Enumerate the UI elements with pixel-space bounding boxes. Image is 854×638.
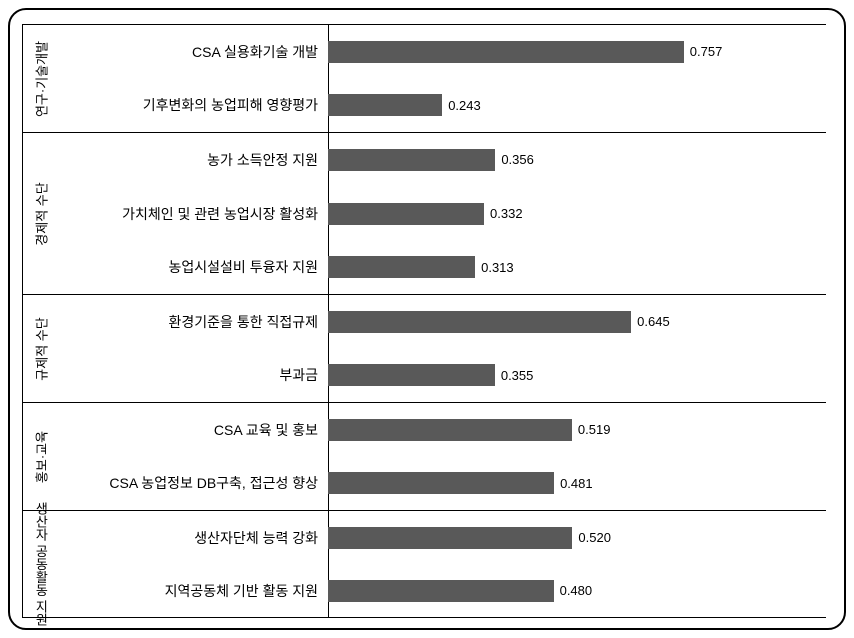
bar-row: 지역공동체 기반 활동 지원 0.480 bbox=[58, 564, 826, 617]
item-label: 기후변화의 농업피해 영향평가 bbox=[58, 95, 328, 115]
chart-body: 연구·기술개발 CSA 실용화기술 개발 0.757 기후변화의 농업피해 영향평가 0… bbox=[22, 24, 826, 618]
bar-track: 0.480 bbox=[328, 580, 826, 602]
item-label: CSA 실용화기술 개발 bbox=[58, 42, 328, 62]
bars-column: 환경기준을 통한 직접규제 0.645 부과금 0.355 bbox=[58, 294, 826, 402]
bar-track: 0.520 bbox=[328, 527, 826, 549]
group-label: 생산자 공동활동 지원 bbox=[33, 502, 49, 626]
bar-track: 0.757 bbox=[328, 41, 826, 63]
group: 연구·기술개발 CSA 실용화기술 개발 0.757 기후변화의 농업피해 영향평가 0… bbox=[22, 24, 826, 132]
item-label: 부과금 bbox=[58, 365, 328, 385]
group-label-cell: 연구·기술개발 bbox=[22, 24, 58, 132]
bar bbox=[328, 311, 631, 333]
item-label: 생산자단체 능력 강화 bbox=[58, 528, 328, 548]
group-label: 홍보·교육 bbox=[31, 430, 50, 482]
group: 홍보·교육 CSA 교육 및 홍보 0.519 CSA 농업정보 DB구축, 접근성 … bbox=[22, 402, 826, 510]
bar-row: CSA 농업정보 DB구축, 접근성 향상 0.481 bbox=[58, 457, 826, 511]
bar-value: 0.757 bbox=[690, 44, 723, 59]
bar-value: 0.480 bbox=[560, 583, 593, 598]
group: 경제적 수단 농가 소득안정 지원 0.356 가치체인 및 관련 농업시장 활성화 0… bbox=[22, 132, 826, 294]
bar bbox=[328, 94, 442, 116]
group-label: 연구·기술개발 bbox=[31, 40, 50, 116]
bar bbox=[328, 580, 554, 602]
bar-value: 0.356 bbox=[501, 152, 534, 167]
group: 생산자 공동활동 지원생산자단체 능력 강화 0.520 지역공동체 기반 활동 지… bbox=[22, 510, 826, 618]
bar-track: 0.313 bbox=[328, 256, 826, 278]
bar-value: 0.243 bbox=[448, 98, 481, 113]
bar-value: 0.481 bbox=[560, 476, 593, 491]
bar bbox=[328, 149, 495, 171]
bar-row: 부과금 0.355 bbox=[58, 349, 826, 403]
bar bbox=[328, 527, 572, 549]
bars-column: CSA 실용화기술 개발 0.757 기후변화의 농업피해 영향평가 0.243 bbox=[58, 24, 826, 132]
bar-track: 0.645 bbox=[328, 311, 826, 333]
bar-value: 0.313 bbox=[481, 260, 514, 275]
bar-row: 기후변화의 농업피해 영향평가 0.243 bbox=[58, 79, 826, 133]
bar-row: 농업시설설비 투융자 지원 0.313 bbox=[58, 240, 826, 294]
item-label: 가치체인 및 관련 농업시장 활성화 bbox=[58, 204, 328, 224]
bar-track: 0.481 bbox=[328, 472, 826, 494]
bar bbox=[328, 203, 484, 225]
bar-track: 0.332 bbox=[328, 203, 826, 225]
item-label: 지역공동체 기반 활동 지원 bbox=[58, 581, 328, 601]
group-label: 경제적 수단 bbox=[31, 182, 50, 245]
group-label-cell: 홍보·교육 bbox=[22, 402, 58, 510]
bar-row: 생산자단체 능력 강화 0.520 bbox=[58, 511, 826, 564]
bar-track: 0.519 bbox=[328, 419, 826, 441]
bar bbox=[328, 256, 475, 278]
group-label-cell: 생산자 공동활동 지원 bbox=[22, 510, 58, 618]
chart-frame: 연구·기술개발 CSA 실용화기술 개발 0.757 기후변화의 농업피해 영향평가 0… bbox=[8, 8, 846, 630]
bar-value: 0.355 bbox=[501, 368, 534, 383]
bar-value: 0.520 bbox=[578, 530, 611, 545]
group-label: 규제적 수단 bbox=[31, 317, 50, 380]
group-label-cell: 경제적 수단 bbox=[22, 132, 58, 294]
bar-value: 0.645 bbox=[637, 314, 670, 329]
bar bbox=[328, 419, 572, 441]
bar-row: 농가 소득안정 지원 0.356 bbox=[58, 133, 826, 187]
bars-column: 생산자단체 능력 강화 0.520 지역공동체 기반 활동 지원 0.480 bbox=[58, 510, 826, 618]
bar-track: 0.243 bbox=[328, 94, 826, 116]
bar-value: 0.519 bbox=[578, 422, 611, 437]
item-label: CSA 교육 및 홍보 bbox=[58, 420, 328, 440]
group: 규제적 수단 환경기준을 통한 직접규제 0.645 부과금 0.355 bbox=[22, 294, 826, 402]
bar-row: CSA 실용화기술 개발 0.757 bbox=[58, 25, 826, 79]
bar-value: 0.332 bbox=[490, 206, 523, 221]
bars-column: CSA 교육 및 홍보 0.519 CSA 농업정보 DB구축, 접근성 향상 0.4… bbox=[58, 402, 826, 510]
bar-row: CSA 교육 및 홍보 0.519 bbox=[58, 403, 826, 457]
bar-row: 가치체인 및 관련 농업시장 활성화 0.332 bbox=[58, 187, 826, 241]
bar-track: 0.355 bbox=[328, 364, 826, 386]
item-label: CSA 농업정보 DB구축, 접근성 향상 bbox=[58, 473, 328, 493]
item-label: 농업시설설비 투융자 지원 bbox=[58, 257, 328, 277]
bars-column: 농가 소득안정 지원 0.356 가치체인 및 관련 농업시장 활성화 0.332 농업… bbox=[58, 132, 826, 294]
group-label-cell: 규제적 수단 bbox=[22, 294, 58, 402]
item-label: 환경기준을 통한 직접규제 bbox=[58, 312, 328, 332]
bar bbox=[328, 472, 554, 494]
bar-row: 환경기준을 통한 직접규제 0.645 bbox=[58, 295, 826, 349]
item-label: 농가 소득안정 지원 bbox=[58, 150, 328, 170]
bar-track: 0.356 bbox=[328, 149, 826, 171]
bar bbox=[328, 364, 495, 386]
bar bbox=[328, 41, 684, 63]
